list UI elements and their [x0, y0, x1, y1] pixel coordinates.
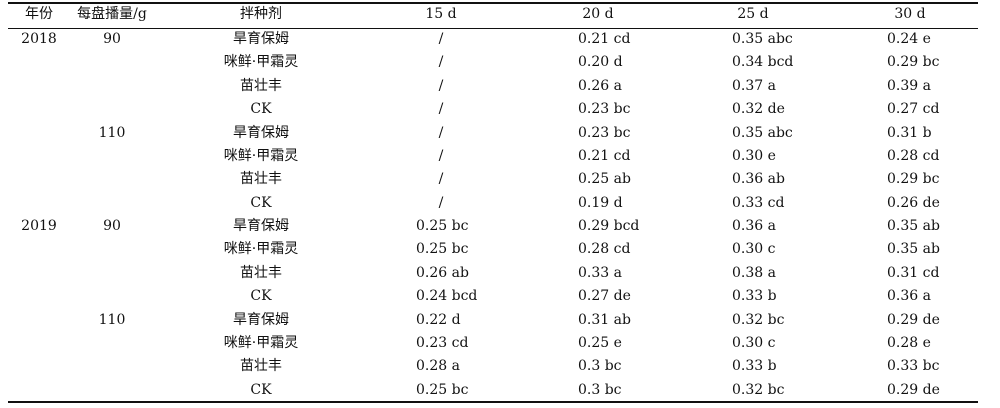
- cell-30d: 0.31 b: [887, 125, 932, 141]
- cell-30d: 0.26 de: [887, 195, 940, 211]
- cell-25d: 0.33 b: [732, 358, 777, 374]
- cell-20d: 0.20 d: [578, 54, 623, 70]
- cell-30d: 0.36 a: [887, 288, 931, 304]
- cell-20d: 0.25 e: [578, 335, 622, 351]
- cell-15d: 0.28 a: [416, 358, 460, 374]
- cell-30d: 0.28 cd: [887, 148, 940, 164]
- cell-seed-dressing-agent: 旱育保姆: [233, 218, 289, 234]
- cell-25d: 0.30 c: [732, 335, 776, 351]
- cell-15d: 0.24 bcd: [416, 288, 478, 304]
- cell-seed-dressing-agent: CK: [250, 101, 272, 117]
- header-seeding-rate: 每盘播量/g: [77, 6, 147, 22]
- cell-15d: /: [438, 101, 444, 117]
- cell-30d: 0.29 de: [887, 382, 940, 398]
- cell-seeding-rate: 110: [98, 312, 126, 328]
- cell-seed-dressing-agent: CK: [250, 382, 272, 398]
- cell-15d: /: [438, 195, 444, 211]
- cell-25d: 0.30 c: [732, 241, 776, 257]
- cell-15d: 0.25 bc: [416, 241, 469, 257]
- cell-20d: 0.26 a: [578, 78, 622, 94]
- cell-30d: 0.35 ab: [887, 218, 940, 234]
- cell-30d: 0.35 ab: [887, 241, 940, 257]
- cell-15d: 0.25 bc: [416, 218, 469, 234]
- cell-15d: 0.26 ab: [416, 265, 469, 281]
- cell-seeding-rate: 90: [103, 218, 121, 234]
- cell-25d: 0.30 e: [732, 148, 776, 164]
- cell-20d: 0.31 ab: [578, 312, 631, 328]
- cell-25d: 0.32 bc: [732, 382, 785, 398]
- cell-seed-dressing-agent: 旱育保姆: [233, 31, 289, 47]
- cell-25d: 0.37 a: [732, 78, 776, 94]
- cell-15d: 0.25 bc: [416, 382, 469, 398]
- cell-20d: 0.21 cd: [578, 31, 631, 47]
- cell-year: 2018: [21, 31, 57, 47]
- cell-20d: 0.33 a: [578, 265, 622, 281]
- cell-30d: 0.33 bc: [887, 358, 940, 374]
- header-30d: 30 d: [894, 6, 926, 22]
- cell-15d: 0.23 cd: [416, 335, 469, 351]
- cell-20d: 0.25 ab: [578, 171, 631, 187]
- cell-seed-dressing-agent: 旱育保姆: [233, 125, 289, 141]
- cell-20d: 0.3 bc: [578, 358, 622, 374]
- cell-25d: 0.36 ab: [732, 171, 785, 187]
- cell-20d: 0.19 d: [578, 195, 623, 211]
- cell-25d: 0.33 b: [732, 288, 777, 304]
- cell-15d: /: [438, 31, 444, 47]
- cell-30d: 0.29 bc: [887, 171, 940, 187]
- cell-25d: 0.32 de: [732, 101, 785, 117]
- cell-seed-dressing-agent: 苗壮丰: [240, 265, 282, 281]
- cell-30d: 0.24 e: [887, 31, 931, 47]
- cell-seed-dressing-agent: 咪鲜·甲霜灵: [223, 335, 299, 351]
- cell-20d: 0.29 bcd: [578, 218, 640, 234]
- cell-25d: 0.35 abc: [732, 31, 793, 47]
- cell-20d: 0.23 bc: [578, 125, 631, 141]
- cell-20d: 0.23 bc: [578, 101, 631, 117]
- table-header-rule: [8, 28, 978, 29]
- cell-30d: 0.28 e: [887, 335, 931, 351]
- cell-30d: 0.27 cd: [887, 101, 940, 117]
- cell-30d: 0.29 de: [887, 312, 940, 328]
- cell-25d: 0.34 bcd: [732, 54, 794, 70]
- cell-seed-dressing-agent: 咪鲜·甲霜灵: [223, 241, 299, 257]
- cell-seed-dressing-agent: CK: [250, 288, 272, 304]
- cell-15d: /: [438, 171, 444, 187]
- cell-seed-dressing-agent: 苗壮丰: [240, 171, 282, 187]
- header-year: 年份: [25, 6, 53, 22]
- cell-20d: 0.21 cd: [578, 148, 631, 164]
- cell-20d: 0.3 bc: [578, 382, 622, 398]
- cell-25d: 0.33 cd: [732, 195, 785, 211]
- table-top-rule: [8, 2, 978, 4]
- cell-25d: 0.38 a: [732, 265, 776, 281]
- cell-20d: 0.27 de: [578, 288, 631, 304]
- header-20d: 20 d: [582, 6, 614, 22]
- cell-30d: 0.29 bc: [887, 54, 940, 70]
- header-15d: 15 d: [425, 6, 457, 22]
- cell-30d: 0.31 cd: [887, 265, 940, 281]
- cell-seeding-rate: 90: [103, 31, 121, 47]
- cell-seed-dressing-agent: 咪鲜·甲霜灵: [223, 148, 299, 164]
- cell-seed-dressing-agent: CK: [250, 195, 272, 211]
- cell-15d: /: [438, 148, 444, 164]
- cell-seeding-rate: 110: [98, 125, 126, 141]
- cell-year: 2019: [21, 218, 57, 234]
- cell-seed-dressing-agent: 旱育保姆: [233, 312, 289, 328]
- cell-seed-dressing-agent: 苗壮丰: [240, 78, 282, 94]
- cell-15d: /: [438, 78, 444, 94]
- table-bottom-rule: [8, 401, 978, 403]
- cell-seed-dressing-agent: 咪鲜·甲霜灵: [223, 54, 299, 70]
- header-25d: 25 d: [737, 6, 769, 22]
- cell-seed-dressing-agent: 苗壮丰: [240, 358, 282, 374]
- cell-25d: 0.36 a: [732, 218, 776, 234]
- cell-25d: 0.35 abc: [732, 125, 793, 141]
- cell-15d: /: [438, 125, 444, 141]
- header-seed-dressing-agent: 拌种剂: [240, 6, 282, 22]
- cell-15d: /: [438, 54, 444, 70]
- cell-15d: 0.22 d: [416, 312, 461, 328]
- cell-25d: 0.32 bc: [732, 312, 785, 328]
- cell-30d: 0.39 a: [887, 78, 931, 94]
- cell-20d: 0.28 cd: [578, 241, 631, 257]
